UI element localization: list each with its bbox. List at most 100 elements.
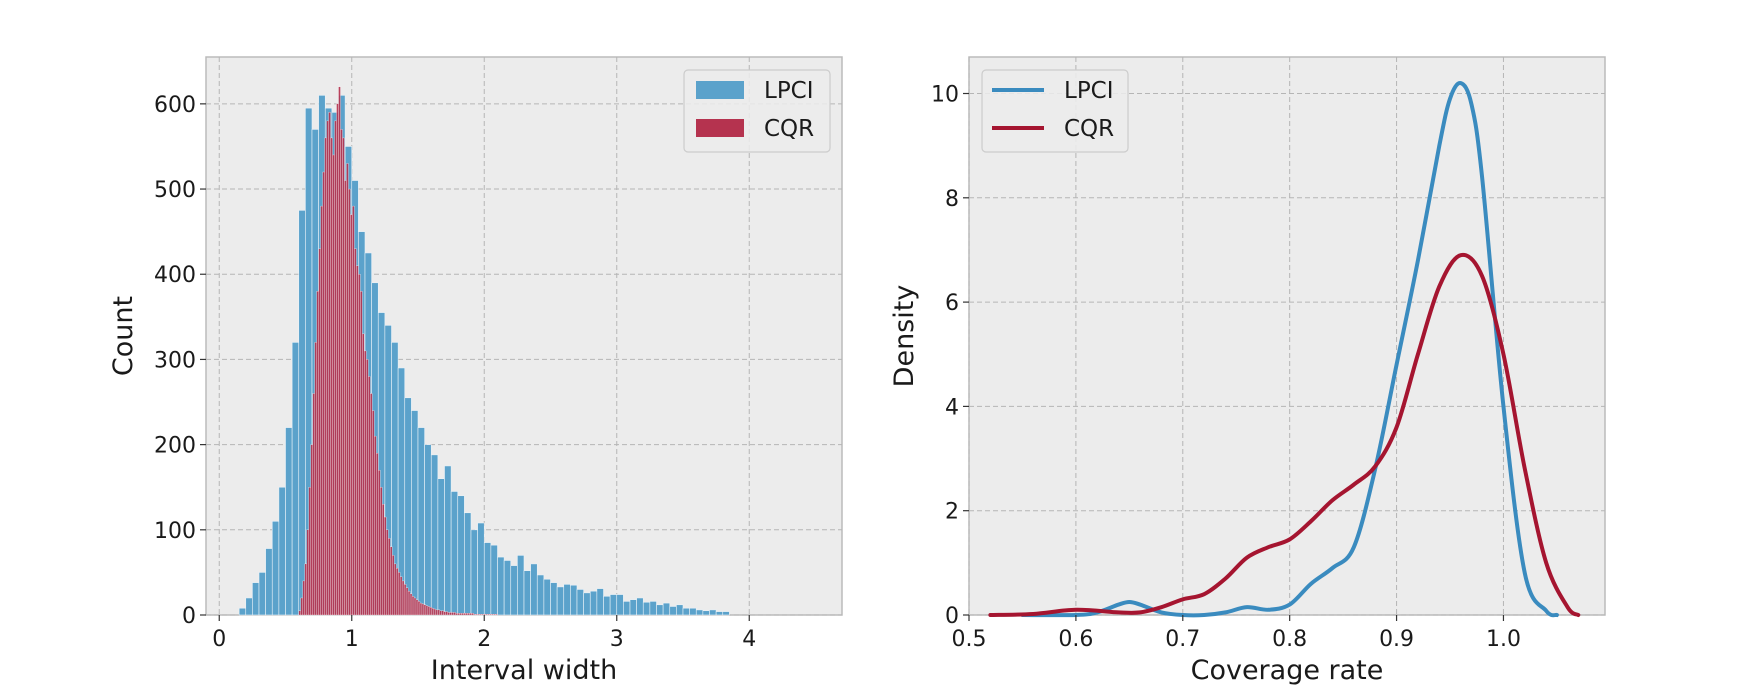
histogram-bar-lpci [629, 599, 637, 616]
histogram-series-cqr [298, 86, 498, 616]
density-y-tick-label: 2 [945, 500, 959, 525]
histogram-bar-cqr [411, 596, 415, 616]
density-line-lpci [1020, 81, 1559, 618]
density-x-tick-label: 0.7 [1165, 627, 1200, 652]
histogram-bar-cqr [340, 129, 343, 616]
histogram-bar-cqr [409, 593, 413, 616]
legend-swatch-cqr [696, 119, 744, 137]
density-legend-label-lpci: LPCI [1064, 78, 1114, 104]
histogram-bar-cqr [495, 613, 498, 616]
histogram-bar-cqr [338, 86, 341, 616]
density-y-tick-label: 0 [945, 604, 959, 629]
histogram-bar-lpci [258, 572, 266, 616]
legend-label-lpci: LPCI [764, 78, 814, 104]
histogram-bar-cqr [350, 214, 353, 616]
histogram-bar-cqr [493, 613, 496, 616]
histogram-bar-cqr [417, 601, 421, 616]
histogram-bar-cqr [405, 587, 409, 616]
histogram-bar-lpci [536, 574, 545, 616]
histogram-bar-lpci [483, 542, 492, 616]
histogram-x-tick-label: 3 [610, 627, 624, 652]
histogram-bar-cqr [471, 613, 474, 616]
histogram-bar-cqr [318, 248, 321, 616]
histogram-bar-lpci [497, 556, 505, 616]
histogram-bar-lpci [298, 210, 306, 616]
histogram-bar-cqr [463, 613, 466, 616]
histogram-bar-cqr [388, 538, 391, 616]
histogram-bar-lpci [642, 601, 651, 616]
histogram-bar-lpci [563, 584, 571, 616]
histogram-bar-cqr [322, 171, 325, 616]
histogram-bar-lpci [404, 397, 412, 616]
histogram-bar-cqr [473, 613, 476, 616]
histogram-bar-cqr [298, 610, 301, 616]
histogram-bar-lpci [530, 563, 538, 616]
histogram-x-tick-label: 2 [477, 627, 491, 652]
histogram-bar-lpci [669, 606, 677, 616]
density-x-tick-label: 0.6 [1058, 627, 1093, 652]
histogram-bar-cqr [477, 613, 480, 616]
histogram-bar-cqr [344, 180, 347, 616]
histogram-bar-lpci [470, 529, 478, 616]
histogram-bar-cqr [421, 603, 425, 616]
histogram-bar-lpci [291, 342, 300, 616]
histogram-bar-cqr [433, 608, 437, 616]
histogram-bar-cqr [393, 563, 397, 616]
histogram-y-tick-label: 600 [154, 93, 196, 118]
histogram-bar-cqr [348, 188, 351, 616]
histogram-bar-cqr [328, 112, 331, 616]
histogram-bar-cqr [455, 613, 458, 616]
histogram-x-tick-label: 0 [212, 627, 226, 652]
histogram-bar-cqr [449, 612, 452, 616]
density-gridlines [968, 57, 1605, 616]
histogram-bar-cqr [487, 613, 490, 616]
histogram-bar-lpci [589, 590, 598, 616]
histogram-bar-lpci [596, 588, 604, 616]
density-y-tick-label: 6 [945, 291, 959, 316]
histogram-legend: LPCI CQR [683, 69, 831, 153]
histogram-bar-cqr [461, 613, 464, 616]
histogram-bar-cqr [342, 137, 345, 616]
histogram-bar-cqr [445, 611, 448, 616]
histogram-bar-lpci [503, 560, 512, 616]
histogram-bar-cqr [314, 342, 317, 616]
histogram-bar-cqr [364, 350, 367, 616]
histogram-bar-lpci [576, 589, 584, 616]
histogram-bar-cqr [447, 612, 450, 616]
histogram-bar-cqr [380, 487, 383, 616]
histogram-bar-cqr [324, 137, 327, 616]
histogram-bar-cqr [306, 529, 309, 616]
histogram-bar-cqr [332, 154, 335, 616]
histogram-y-tick-label: 200 [154, 434, 196, 459]
histogram-bar-lpci [656, 604, 664, 616]
histogram-bar-lpci [523, 570, 531, 616]
histogram-bar-cqr [441, 610, 444, 616]
histogram-bar-lpci [636, 597, 644, 616]
histogram-bar-cqr [366, 359, 369, 616]
density-y-tick-label: 4 [945, 395, 959, 420]
histogram-bar-cqr [451, 612, 454, 616]
histogram-ticks: 0 1 2 3 4 0 100 200 300 400 500 600 [154, 93, 756, 652]
histogram-bar-lpci [238, 607, 247, 616]
histogram-bar-cqr [352, 205, 355, 616]
histogram-bar-cqr [346, 163, 349, 616]
histogram-bar-cqr [308, 487, 311, 616]
histogram-bar-lpci [616, 594, 624, 616]
histogram-bar-cqr [413, 597, 417, 616]
histogram-bar-cqr [401, 580, 405, 616]
histogram-bar-lpci [271, 520, 280, 616]
density-line-cqr [988, 252, 1581, 617]
histogram-bar-cqr [386, 529, 389, 616]
histogram-bar-cqr [372, 410, 375, 616]
histogram-bar-lpci [662, 602, 671, 616]
histogram-bar-cqr [465, 613, 468, 616]
histogram-bar-lpci [278, 486, 286, 616]
histogram-bar-cqr [368, 376, 371, 616]
histogram-bar-lpci [510, 565, 518, 616]
histogram-bar-cqr [362, 333, 365, 616]
histogram-y-axis-label: Count [108, 296, 139, 376]
density-x-tick-label: 1.0 [1486, 627, 1521, 652]
histogram-bar-cqr [423, 604, 427, 616]
